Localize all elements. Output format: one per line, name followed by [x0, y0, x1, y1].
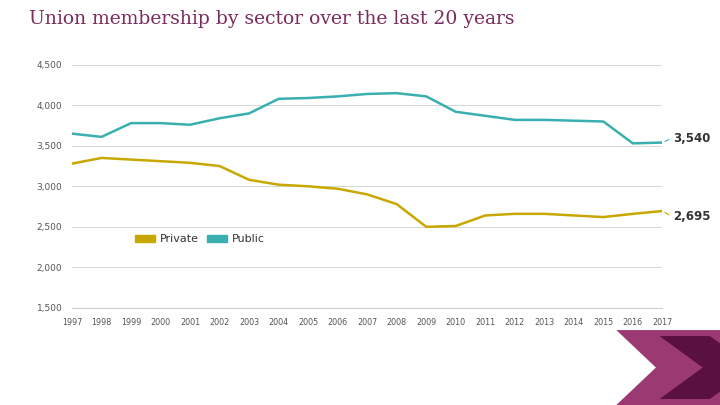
Text: Changing the world
of work for good.: Changing the world of work for good. — [14, 383, 68, 394]
Polygon shape — [616, 330, 720, 405]
Polygon shape — [660, 336, 720, 399]
Text: TUC: TUC — [14, 347, 52, 365]
Legend: Private, Public: Private, Public — [131, 230, 269, 249]
Text: 2,695: 2,695 — [672, 210, 710, 223]
Text: Union membership by sector over the last 20 years: Union membership by sector over the last… — [29, 10, 514, 28]
Text: 3,540: 3,540 — [672, 132, 710, 145]
